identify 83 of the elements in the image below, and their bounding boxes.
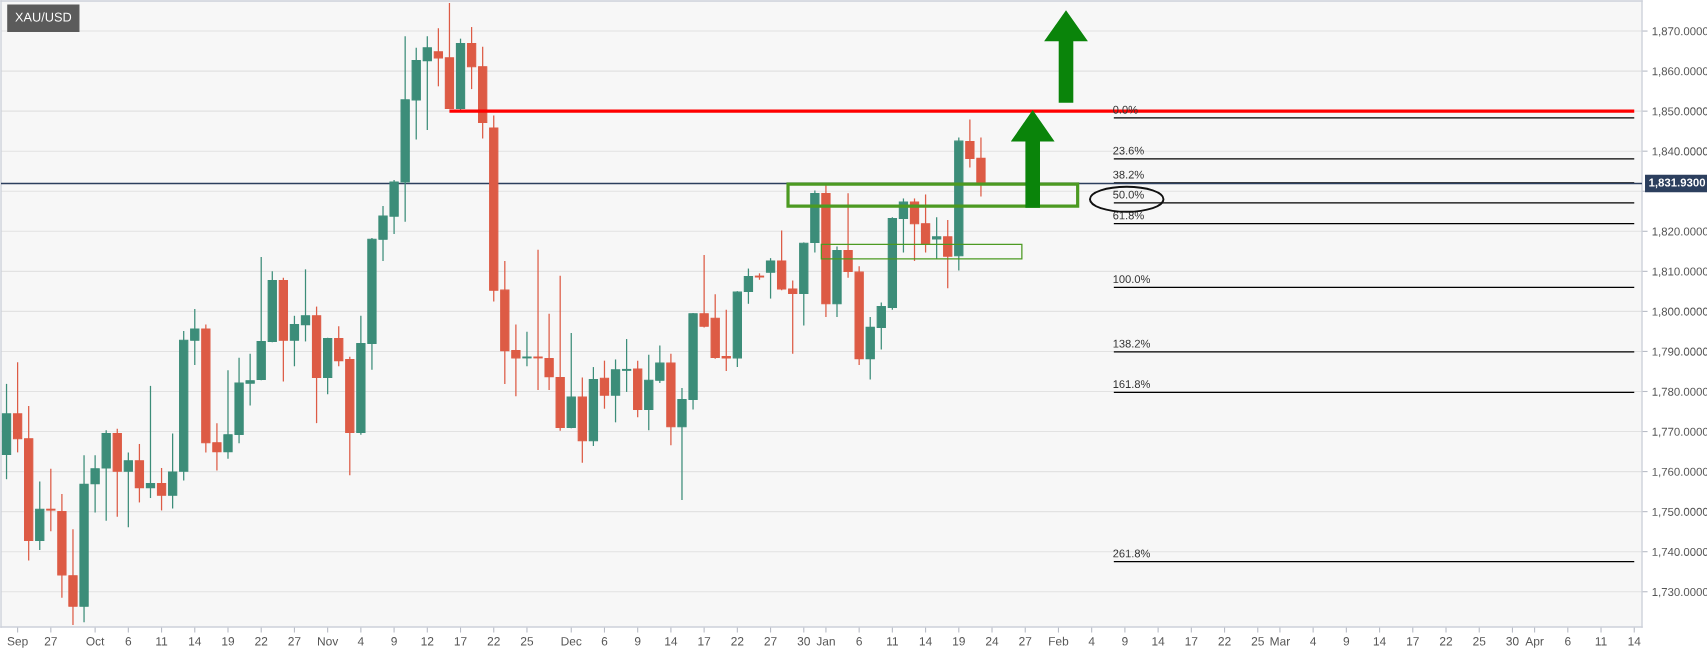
x-tick-label: 9 xyxy=(1122,637,1128,646)
x-tick-label: 14 xyxy=(665,637,678,646)
x-tick-label: Sep xyxy=(7,637,28,648)
x-tick-label: 19 xyxy=(953,637,965,646)
candlestick xyxy=(943,219,953,289)
candlestick xyxy=(466,26,477,90)
x-tick-label: 25 xyxy=(1251,637,1264,646)
candlestick xyxy=(743,267,754,305)
x-tick-label: 9 xyxy=(391,637,397,646)
candlestick xyxy=(145,385,156,499)
series-label: 61.8% xyxy=(1113,211,1144,220)
candlestick xyxy=(46,468,56,532)
series-label: 100.0% xyxy=(1113,275,1151,284)
x-tick-label: 4 xyxy=(1088,637,1095,646)
x-tick-label: 4 xyxy=(1310,637,1317,646)
x-tick-label: 14 xyxy=(919,637,932,646)
x-tick-label: 11 xyxy=(156,637,168,646)
x-tick-label: Dec xyxy=(561,637,582,646)
candlestick xyxy=(788,279,798,355)
x-tick-label: 14 xyxy=(1152,637,1165,646)
candlestick xyxy=(422,35,432,131)
x-tick-label: 22 xyxy=(1439,637,1453,646)
x-tick-label: Apr xyxy=(1525,637,1544,648)
candlestick xyxy=(167,432,178,510)
candlestick xyxy=(876,301,886,351)
x-tick-label: 27 xyxy=(288,637,301,646)
x-tick-label: 17 xyxy=(1185,637,1198,646)
x-tick-label: 17 xyxy=(454,637,467,646)
series-label: 23.6% xyxy=(1113,146,1144,155)
series-label: 161.8% xyxy=(1113,380,1151,389)
x-tick-label: 22 xyxy=(487,637,500,646)
candlestick xyxy=(621,338,632,393)
x-tick-label: 11 xyxy=(887,637,898,646)
x-tick-label: 17 xyxy=(1407,637,1419,646)
candlestick xyxy=(765,257,776,300)
x-tick-label: 4 xyxy=(357,637,364,646)
ref-line-label: 1,831.9300 xyxy=(1649,178,1706,189)
x-tick-label: 17 xyxy=(698,637,711,646)
series-label: 50.0% xyxy=(1113,190,1144,199)
candlestick xyxy=(289,315,300,367)
x-tick-label: 6 xyxy=(856,637,862,646)
x-tick-label: 30 xyxy=(797,637,810,646)
x-tick-label: 11 xyxy=(1595,637,1607,646)
x-tick-label: Mar xyxy=(1270,637,1290,646)
x-tick-label: 27 xyxy=(1019,637,1032,646)
series-label: 138.2% xyxy=(1113,339,1151,348)
x-tick-label: Oct xyxy=(86,637,105,646)
x-tick-label: Jan xyxy=(816,637,835,646)
x-tick-label: 30 xyxy=(1506,637,1519,646)
x-tick-label: 9 xyxy=(1343,637,1350,646)
candlestick xyxy=(334,325,344,367)
candlestick xyxy=(300,268,311,343)
x-tick-label: 9 xyxy=(634,637,641,646)
x-tick-label: 14 xyxy=(1628,637,1641,646)
candlestick xyxy=(932,216,942,260)
x-tick-label: 14 xyxy=(189,637,202,646)
x-tick-label: Feb xyxy=(1049,636,1069,646)
x-tick-label: 22 xyxy=(731,637,744,646)
x-tick-label: 19 xyxy=(222,637,235,646)
x-tick-label: 22 xyxy=(255,637,268,646)
x-tick-label: 25 xyxy=(520,637,534,646)
x-tick-label: 6 xyxy=(125,637,132,646)
candlestick xyxy=(522,331,532,367)
x-tick-label: 6 xyxy=(601,637,608,646)
x-tick-label: 27 xyxy=(44,637,57,646)
x-tick-label: 6 xyxy=(1565,637,1571,646)
x-tick-label: 25 xyxy=(1473,637,1486,646)
candlestick xyxy=(433,27,444,87)
candlestick xyxy=(721,309,731,372)
candlestick xyxy=(920,193,931,254)
x-tick-label: 12 xyxy=(421,637,434,646)
series-label: 261.8% xyxy=(1113,549,1151,558)
candlestick xyxy=(156,467,167,512)
series-label: 38.2% xyxy=(1113,170,1144,179)
text: XAU/USD xyxy=(15,12,72,22)
x-tick-label: 24 xyxy=(985,637,999,646)
candlestick xyxy=(599,360,610,410)
x-tick-label: Nov xyxy=(318,637,339,646)
candlestick xyxy=(123,451,133,528)
x-tick-label: 27 xyxy=(764,637,777,646)
x-tick-label: 22 xyxy=(1218,637,1231,646)
candlestick xyxy=(190,308,200,366)
x-tick-label: 14 xyxy=(1373,637,1386,646)
